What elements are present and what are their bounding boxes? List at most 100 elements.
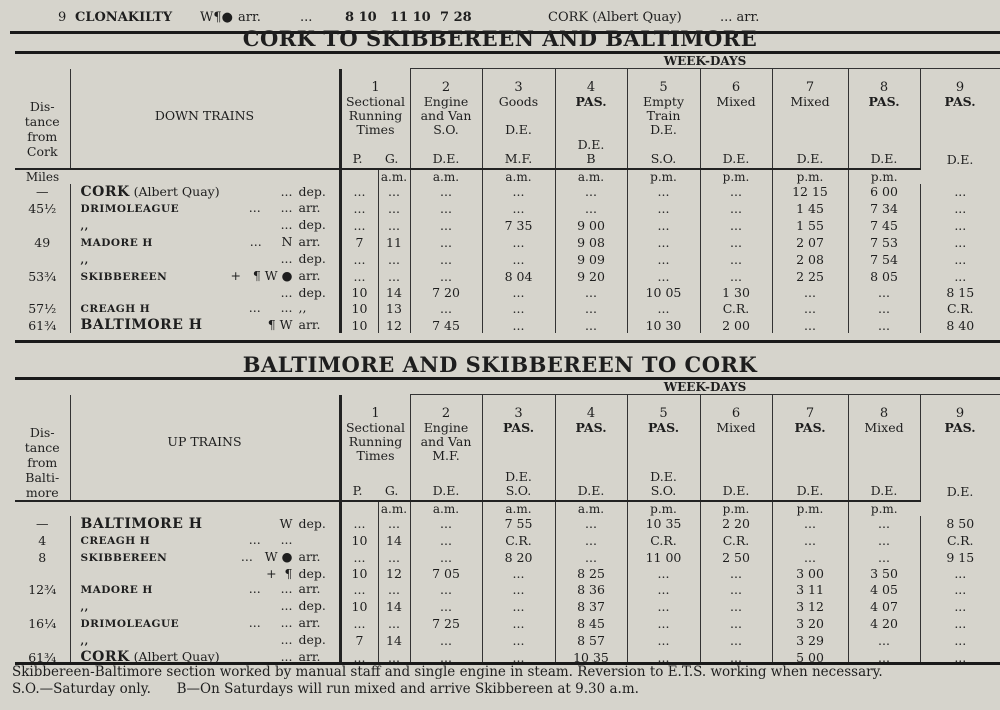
time-cell: 8 15 <box>946 284 975 300</box>
time-unit <box>15 499 70 516</box>
up-timetable: WEEK-DAYS Dis- tance from Balti- more UP T… <box>15 380 1000 665</box>
time-cell: 3 50 <box>848 565 921 581</box>
column-header-1: 1 Sectional Running Times P. G. <box>340 68 411 169</box>
time-cell: 8 04 <box>482 267 556 285</box>
arr-dep: arr. <box>298 548 321 564</box>
station-notes: W <box>279 515 293 531</box>
divider <box>15 51 1000 54</box>
time-cell: ... <box>555 317 628 333</box>
distance: 61¾ <box>28 649 57 665</box>
time-cell: 14 <box>378 632 411 649</box>
time-cell: 8 57 <box>555 632 628 649</box>
time-cell: ... <box>954 565 967 581</box>
station-notes: ... N <box>249 233 293 249</box>
time-unit: p.m. <box>772 167 849 184</box>
time-cell: ... <box>482 565 556 581</box>
station-notes: + ¶ <box>266 565 293 581</box>
time-cell: 3 11 <box>772 581 849 598</box>
time-cell: 9 20 <box>555 267 628 285</box>
time-cell: ... <box>482 300 556 317</box>
divider <box>15 377 1000 380</box>
sub-label: G. <box>384 150 399 166</box>
weekdays-label: WEEK-DAYS <box>410 54 1000 69</box>
time-cell: ... <box>482 250 556 268</box>
distance: — <box>36 184 49 199</box>
column-header-8: 8 PAS. D.E. <box>848 68 921 169</box>
time-cell: ... <box>700 216 773 234</box>
time-cell: ... <box>848 300 921 317</box>
train-type: Mixed <box>790 94 830 109</box>
time-cell: ... <box>700 565 773 581</box>
column-number: 8 <box>879 80 889 95</box>
table-row: 12¾ MADORE H ... ... arr............. 8 36.… <box>15 581 1000 598</box>
time-cell: ... <box>378 216 411 234</box>
arr-dep: arr. <box>298 267 321 283</box>
arr-dep: dep. <box>298 250 326 266</box>
time-cell: ... <box>340 216 379 234</box>
time-cell: ... <box>482 233 556 251</box>
time-cell: 11 <box>378 233 411 251</box>
divider <box>15 340 1000 343</box>
column-header-4: 4 PAS. D.E. <box>555 394 628 501</box>
column-number: 2 <box>441 80 451 95</box>
time-cell: ... <box>954 217 967 233</box>
time-cell: ... <box>340 250 379 268</box>
table-row: 53¾ SKIBBEREEN + ¶ W ● arr.......... 8 04 9 … <box>15 267 1000 285</box>
column-number: 8 <box>879 406 889 421</box>
station-name: CORK <box>80 649 130 665</box>
station-notes: ... ... <box>248 615 293 630</box>
time-cell: ... <box>954 268 967 284</box>
station-name: DRIMOLEAGUE <box>80 202 180 215</box>
time-cell: ... <box>378 199 411 217</box>
time-cell: 9 00 <box>555 216 628 234</box>
time-unit: p.m. <box>627 167 701 184</box>
distance: 12¾ <box>28 582 57 597</box>
time-cell: ... <box>627 581 701 598</box>
time-cell: 7 20 <box>410 284 483 300</box>
time-cell: ... <box>340 199 379 217</box>
station-name: MADORE H <box>80 584 153 596</box>
column-header-5: 5 PAS. D.E. S.O. <box>627 394 701 501</box>
time-cell: ... <box>700 615 773 632</box>
time-cell: ... <box>700 199 773 217</box>
column-number: 7 <box>805 80 815 95</box>
time-cell: 7 05 <box>410 565 483 581</box>
station-detail: (Albert Quay) <box>133 649 220 664</box>
divider <box>10 31 1000 34</box>
row-number: 9 <box>58 10 67 25</box>
column-number: 1 <box>371 79 380 95</box>
distance: 16¼ <box>28 616 57 631</box>
column-number: 3 <box>514 406 523 421</box>
time-cell: ... <box>555 515 628 532</box>
time-cell: ... <box>482 632 556 649</box>
time-cell: ... <box>848 317 921 333</box>
column-header-6: 6 Mixed D.E. <box>700 394 773 501</box>
station-notes: + ¶ W ● <box>230 267 293 283</box>
column-header-9: 9 PAS. D.E. <box>920 68 1000 169</box>
station-notes: ... W ● <box>240 548 293 564</box>
column-number: 4 <box>586 406 596 421</box>
arr-dep: dep. <box>298 183 326 199</box>
train-type: PAS. <box>794 420 826 435</box>
column-header-6: 6 Mixed D.E. <box>700 68 773 169</box>
column-header-4: 4 PAS. D.E. B <box>555 68 628 169</box>
time-cell: ... <box>772 300 849 317</box>
train-type: Goods D.E. <box>498 94 539 137</box>
time-cell: C.R. <box>482 531 556 549</box>
time-cell: ... <box>627 598 701 615</box>
time-cell: ... <box>555 548 628 566</box>
train-type: Sectional Running Times <box>345 419 405 463</box>
divider <box>15 662 1000 665</box>
column-code: D.E. <box>722 482 750 498</box>
time-cell: ... <box>410 531 483 549</box>
column-number: 9 <box>955 80 965 95</box>
time-cell: 3 00 <box>772 565 849 581</box>
down-timetable: WEEK-DAYS Dis- tance from Cork DOWN TRAINS… <box>15 54 1000 333</box>
column-number: 6 <box>731 80 741 95</box>
column-header-3: 3 Goods D.E. M.F. <box>482 68 556 169</box>
time-cell: ... <box>410 598 483 615</box>
arr-dep: dep. <box>298 284 326 300</box>
table-row: + ¶ dep. 10 12 7 05... 8 25...... 3 00 3 50... <box>15 565 1000 581</box>
weekdays-label: WEEK-DAYS <box>410 380 1000 395</box>
